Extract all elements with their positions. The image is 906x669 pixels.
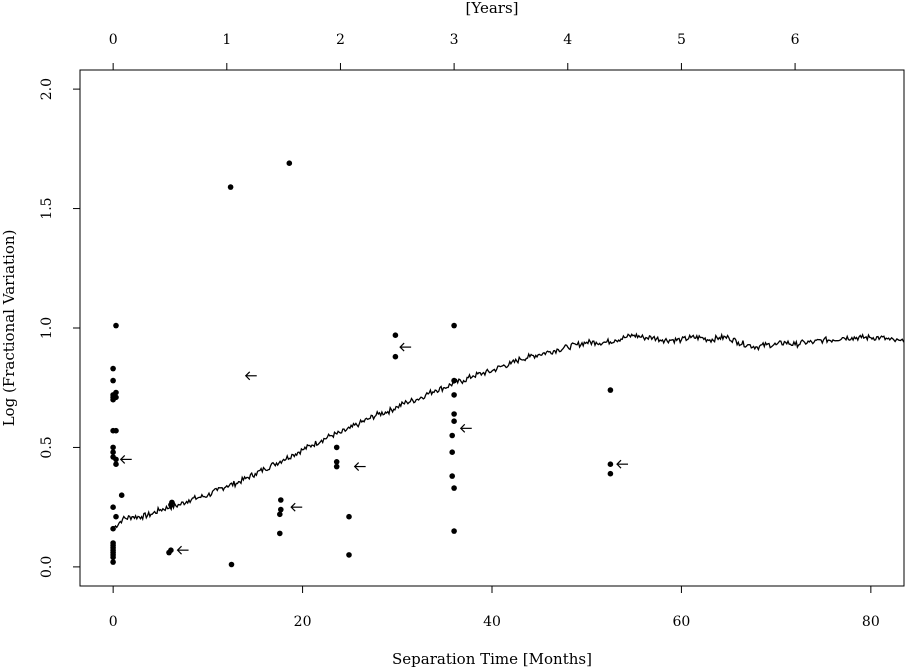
data-point — [113, 461, 119, 468]
data-point — [277, 511, 283, 518]
data-point — [110, 444, 116, 451]
y-tick-label: 2.0 — [39, 78, 55, 100]
data-point — [168, 547, 174, 553]
top-axis-label: [Years] — [466, 0, 519, 17]
arrow-left-icon — [616, 459, 629, 469]
y-tick-label: 0.5 — [39, 436, 55, 458]
data-point — [607, 387, 614, 393]
plot-content — [110, 160, 905, 568]
data-point — [607, 470, 614, 477]
arrow-left-icon — [176, 545, 189, 555]
plot-frame — [79, 69, 905, 587]
top-tick-label: 3 — [450, 32, 459, 48]
trend-line — [112, 332, 905, 530]
x-tick-label: 80 — [862, 614, 880, 630]
y-tick-label: 1.0 — [39, 317, 55, 339]
top-x-axis: 0 1 2 3 4 5 6 — [109, 32, 800, 70]
x-tick-label: 40 — [483, 614, 501, 630]
data-point — [392, 353, 399, 360]
data-point — [110, 377, 116, 384]
arrow-left-icon — [119, 454, 132, 464]
arrow-left-icon — [244, 371, 257, 381]
data-point — [227, 184, 234, 190]
data-point — [278, 497, 284, 503]
data-point — [451, 418, 457, 425]
data-point — [449, 473, 456, 479]
data-point — [113, 394, 119, 401]
data-point — [451, 322, 457, 329]
y-axis-label: Log (Fractional Variation) — [0, 230, 18, 427]
y-axis: 0.0 0.5 1.0 1.5 2.0 — [39, 78, 80, 578]
bottom-x-axis: 0 20 40 60 80 — [109, 586, 880, 630]
top-tick-label: 6 — [791, 32, 800, 48]
data-point — [113, 513, 119, 520]
data-point — [449, 449, 456, 456]
data-point — [277, 530, 283, 537]
data-point — [118, 492, 125, 499]
top-tick-label: 2 — [336, 32, 345, 48]
data-point — [278, 506, 284, 513]
data-point — [392, 332, 399, 339]
data-point — [451, 485, 457, 491]
arrow-left-icon — [399, 342, 412, 352]
data-point — [451, 377, 457, 384]
data-point — [169, 499, 175, 506]
x-tick-label: 20 — [294, 614, 312, 630]
data-point — [333, 459, 340, 465]
data-point — [607, 461, 614, 468]
data-point — [346, 513, 352, 520]
data-point — [451, 528, 457, 534]
top-tick-label: 0 — [109, 32, 118, 48]
y-tick-label: 0.0 — [39, 556, 55, 578]
data-point — [286, 160, 293, 166]
arrow-left-icon — [290, 502, 303, 512]
data-point — [333, 463, 340, 470]
data-point — [113, 456, 119, 463]
data-point — [451, 392, 457, 398]
top-tick-label: 5 — [677, 32, 686, 48]
arrow-left-icon — [353, 462, 366, 471]
data-point — [110, 540, 116, 546]
y-tick-label: 1.5 — [39, 197, 55, 219]
data-point — [451, 411, 457, 417]
data-point — [333, 444, 340, 451]
data-point — [113, 389, 119, 396]
x-tick-label: 0 — [109, 614, 118, 630]
data-point — [110, 525, 116, 532]
data-point — [110, 365, 116, 372]
top-tick-label: 1 — [222, 32, 231, 48]
arrow-left-icon — [459, 423, 472, 433]
x-tick-label: 60 — [673, 614, 691, 630]
data-point — [346, 552, 352, 558]
top-tick-label: 4 — [563, 32, 572, 48]
data-point — [110, 559, 116, 565]
data-point — [113, 427, 119, 434]
data-point — [110, 504, 116, 511]
data-point — [113, 322, 119, 329]
data-point — [228, 561, 235, 568]
x-axis-label: Separation Time [Months] — [392, 650, 592, 668]
data-point — [449, 432, 456, 439]
data-point — [110, 449, 116, 456]
